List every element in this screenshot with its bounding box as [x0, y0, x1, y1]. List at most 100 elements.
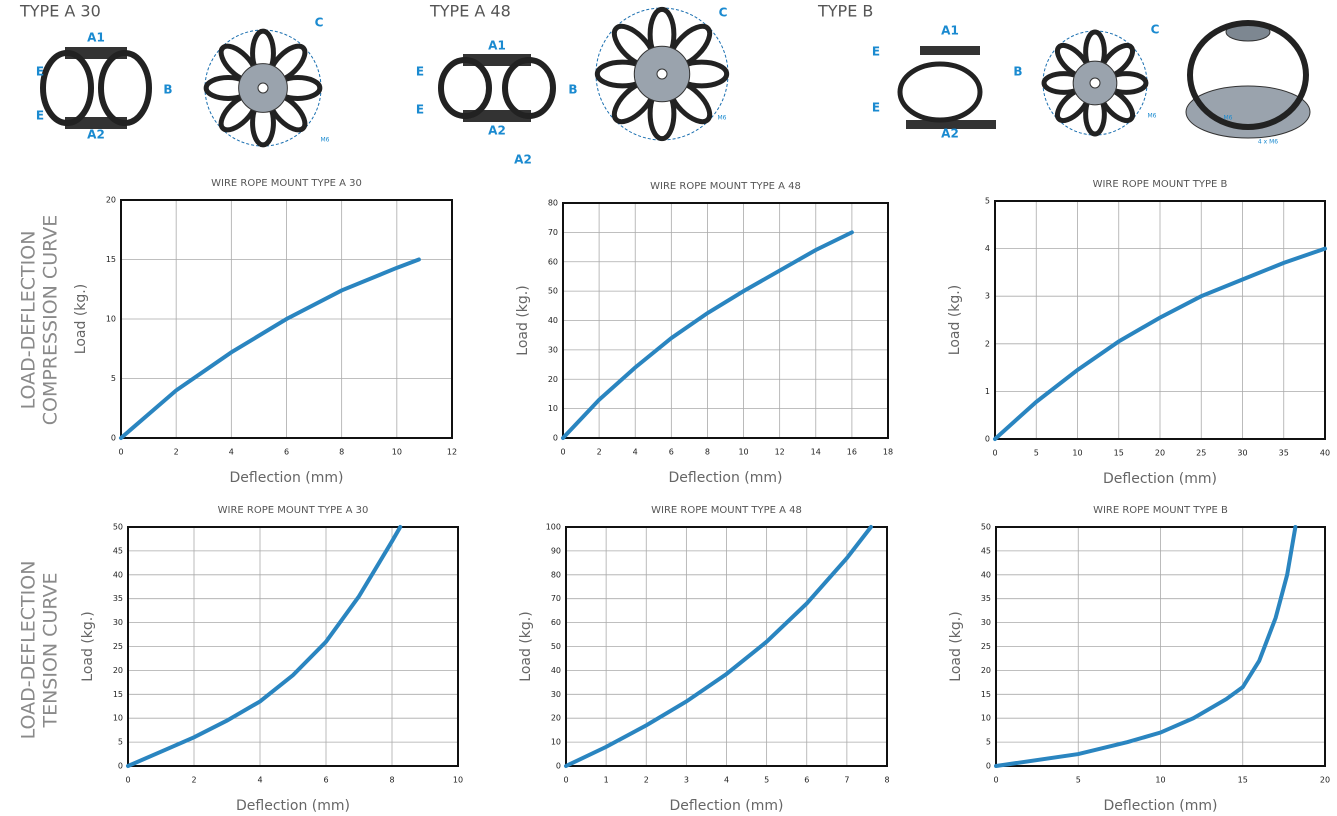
hub-hole: [656, 68, 668, 80]
x-tick-label: 15: [1238, 776, 1248, 785]
chart: WIRE ROPE MOUNT TYPE A 48 Deflection (mm)…: [515, 181, 893, 486]
rope-loop: [98, 50, 152, 126]
y-tick-label: 70: [551, 594, 561, 603]
row-label: LOAD-DEFLECTION: [18, 231, 40, 410]
x-tick-label: 8: [884, 776, 889, 785]
x-tick-label: 0: [118, 448, 123, 457]
x-tick-label: 0: [993, 776, 998, 785]
y-tick-label: 5: [118, 738, 123, 747]
plot-frame: [120, 199, 453, 439]
y-tick-label: 50: [548, 287, 558, 296]
y-tick-label: 15: [106, 255, 116, 264]
y-tick-label: 10: [551, 738, 561, 747]
rope-loop: [502, 57, 556, 119]
x-tick-label: 10: [1155, 776, 1165, 785]
dimension-label: E: [36, 109, 44, 123]
dimension-label: E: [416, 103, 424, 117]
data-line: [561, 230, 854, 440]
y-tick-label: 10: [113, 714, 123, 723]
x-tick-label: 6: [804, 776, 809, 785]
row-label: TENSION CURVE: [40, 572, 62, 728]
chart-title: WIRE ROPE MOUNT TYPE A 30: [218, 505, 369, 516]
hub-hole: [257, 82, 269, 94]
y-tick-label: 60: [551, 618, 561, 627]
y-tick-label: 80: [551, 570, 561, 579]
y-axis-label: Load (kg.): [515, 285, 531, 355]
x-tick-label: 8: [339, 448, 344, 457]
rope-loop: [897, 61, 983, 123]
dimension-label: B: [163, 83, 172, 97]
dimension-label: M6: [718, 115, 727, 122]
plot-frame: [565, 526, 888, 767]
x-tick-label: 40: [1320, 449, 1330, 458]
dimension-label: C: [719, 6, 728, 20]
diagram-title: TYPE B: [817, 2, 873, 21]
y-tick-label: 2: [985, 339, 990, 348]
x-tick-label: 2: [597, 448, 602, 457]
y-tick-label: 10: [106, 315, 116, 324]
plot-frame: [994, 200, 1326, 440]
chart-title: WIRE ROPE MOUNT TYPE A 48: [651, 505, 802, 516]
y-tick-label: 5: [111, 374, 116, 383]
y-tick-label: 30: [113, 618, 123, 627]
y-tick-label: 35: [113, 594, 123, 603]
y-tick-label: 25: [981, 642, 991, 651]
x-tick-label: 3: [684, 776, 689, 785]
y-tick-label: 20: [548, 375, 558, 384]
x-tick-label: 10: [453, 776, 463, 785]
x-tick-label: 14: [811, 448, 821, 457]
dimension-label: E: [36, 65, 44, 79]
x-tick-label: 20: [1320, 776, 1330, 785]
x-axis-label: Deflection (mm): [669, 470, 783, 486]
x-tick-label: 25: [1196, 449, 1206, 458]
data-line: [119, 257, 421, 440]
plot-frame: [995, 526, 1326, 767]
y-tick-label: 15: [981, 690, 991, 699]
y-tick-label: 5: [986, 738, 991, 747]
x-tick-label: 16: [847, 448, 857, 457]
dimension-label: C: [1151, 23, 1160, 37]
chart: WIRE ROPE MOUNT TYPE A 30 Deflection (mm)…: [80, 505, 463, 814]
x-tick-label: 1: [604, 776, 609, 785]
base-disc: [1185, 85, 1311, 139]
y-tick-label: 20: [106, 196, 116, 205]
dimension-label: E: [872, 101, 880, 115]
x-axis-label: Deflection (mm): [670, 798, 784, 814]
y-tick-label: 1: [985, 387, 990, 396]
chart-title: WIRE ROPE MOUNT TYPE A 48: [650, 181, 801, 192]
x-tick-label: 5: [1076, 776, 1081, 785]
y-tick-label: 4: [985, 244, 990, 253]
x-tick-label: 0: [125, 776, 130, 785]
x-tick-label: 4: [633, 448, 638, 457]
x-tick-label: 5: [1034, 449, 1039, 458]
y-tick-label: 30: [548, 345, 558, 354]
y-tick-label: 50: [113, 523, 123, 532]
y-tick-label: 15: [113, 690, 123, 699]
x-tick-label: 20: [1155, 449, 1165, 458]
dimension-label: E: [416, 65, 424, 79]
x-tick-label: 30: [1237, 449, 1247, 458]
y-tick-label: 50: [551, 642, 561, 651]
x-tick-label: 10: [392, 448, 402, 457]
y-tick-label: 25: [113, 642, 123, 651]
dimension-label: A1: [87, 31, 105, 45]
x-tick-label: 12: [775, 448, 785, 457]
data-line: [564, 525, 873, 768]
x-tick-label: 0: [563, 776, 568, 785]
y-tick-label: 0: [985, 435, 990, 444]
x-tick-label: 5: [764, 776, 769, 785]
y-tick-label: 90: [551, 546, 561, 555]
dimension-label: M6: [321, 137, 330, 144]
x-tick-label: 10: [738, 448, 748, 457]
rope-loop: [40, 50, 94, 126]
x-tick-label: 8: [705, 448, 710, 457]
y-tick-label: 20: [551, 714, 561, 723]
y-tick-label: 20: [113, 666, 123, 675]
dimension-label: A2: [941, 127, 959, 141]
plate: [906, 120, 996, 129]
x-tick-label: 15: [1114, 449, 1124, 458]
data-line: [993, 246, 1327, 441]
x-tick-label: 8: [389, 776, 394, 785]
y-tick-label: 40: [551, 666, 561, 675]
rope-loop: [1187, 20, 1309, 130]
